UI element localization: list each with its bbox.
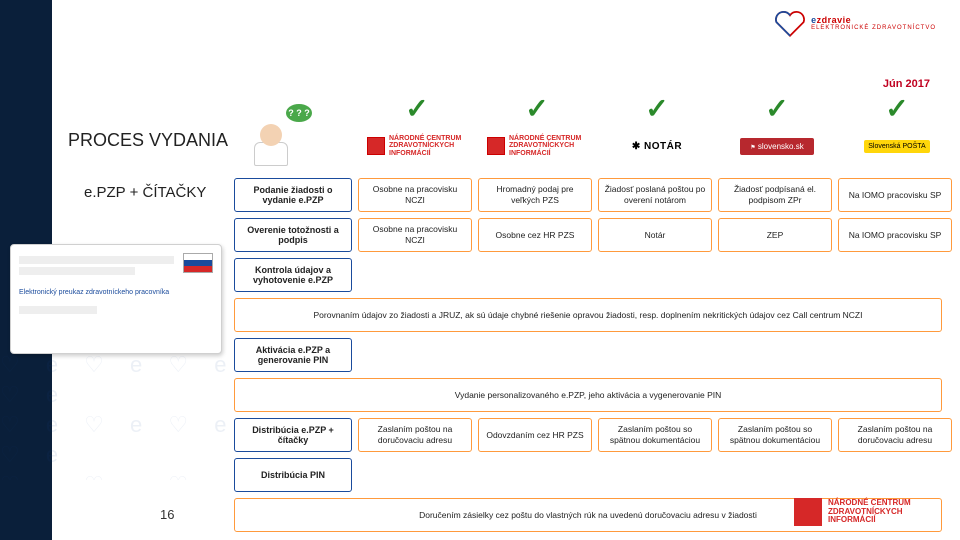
table-cell: Žiadosť podpísaná el. podpisom ZPr <box>718 178 832 212</box>
check-icon: ✓ <box>840 92 954 125</box>
row-label: Podanie žiadosti o vydanie e.PZP <box>234 178 352 212</box>
doctor-illustration: ? ? ? <box>246 108 306 168</box>
question-bubble: ? ? ? <box>286 104 312 122</box>
flag-icon <box>367 137 385 155</box>
table-cell: Na IOMO pracovisku SP <box>838 178 952 212</box>
flag-icon <box>487 137 505 155</box>
row-label: Overenie totožnosti a podpis <box>234 218 352 252</box>
row-label: Distribúcia PIN <box>234 458 352 492</box>
date-label: Jún 2017 <box>883 78 930 90</box>
table-row: Aktivácia e.PZP a generovanie PIN Vydani… <box>234 338 942 412</box>
footer-org-name: NÁRODNÉ CENTRUM ZDRAVOTNÍCKYCH INFORMÁCI… <box>828 499 938 525</box>
org-notar: ✱ NOTÁR <box>600 131 714 161</box>
table-cell: ZEP <box>718 218 832 252</box>
columns-header: ✓ ✓ ✓ ✓ ✓ NÁRODNÉ CENTRUM ZDRAVOTNÍCKYCH… <box>360 92 954 161</box>
footer-org-logo: NÁRODNÉ CENTRUM ZDRAVOTNÍCKYCH INFORMÁCI… <box>794 498 938 526</box>
org-nczi: NÁRODNÉ CENTRUM ZDRAVOTNÍCKYCH INFORMÁCI… <box>360 131 474 161</box>
table-row: Overenie totožnosti a podpis Osobne na p… <box>234 218 942 252</box>
table-cell: Notár <box>598 218 712 252</box>
table-row: Podanie žiadosti o vydanie e.PZP Osobne … <box>234 178 942 212</box>
check-icon: ✓ <box>600 92 714 125</box>
page-subtitle: e.PZP + ČÍTAČKY <box>84 184 206 201</box>
flag-icon <box>183 253 213 273</box>
table-row: Kontrola údajov a vyhotovenie e.PZP Poro… <box>234 258 942 332</box>
card-illustration: Elektronický preukaz zdravotníckeho prac… <box>10 244 222 354</box>
row-label: Kontrola údajov a vyhotovenie e.PZP <box>234 258 352 292</box>
process-table: Podanie žiadosti o vydanie e.PZP Osobne … <box>234 178 942 538</box>
table-cell-merged: Porovnaním údajov zo žiadosti a JRUZ, ak… <box>234 298 942 332</box>
table-cell: Zaslaním poštou so spätnou dokumentáciou <box>598 418 712 452</box>
table-cell: Hromadný podaj pre veľkých PZS <box>478 178 592 212</box>
table-cell: Zaslaním poštou so spätnou dokumentáciou <box>718 418 832 452</box>
page-number: 16 <box>160 507 174 522</box>
table-cell: Zaslaním poštou na doručovaciu adresu <box>838 418 952 452</box>
check-icon: ✓ <box>360 92 474 125</box>
row-label: Aktivácia e.PZP a generovanie PIN <box>234 338 352 372</box>
brand-tagline: ELEKTRONICKÉ ZDRAVOTNÍCTVO <box>811 25 936 31</box>
table-cell: Osobne na pracovisku NCZI <box>358 218 472 252</box>
table-cell: Osobne na pracovisku NCZI <box>358 178 472 212</box>
org-nczi: NÁRODNÉ CENTRUM ZDRAVOTNÍCKYCH INFORMÁCI… <box>480 131 594 161</box>
table-cell: Zaslaním poštou na doručovaciu adresu <box>358 418 472 452</box>
table-cell-merged: Vydanie personalizovaného e.PZP, jeho ak… <box>234 378 942 412</box>
check-icon: ✓ <box>480 92 594 125</box>
page-title: PROCES VYDANIA <box>68 130 228 151</box>
row-label: Distribúcia e.PZP + čítačky <box>234 418 352 452</box>
table-cell: Osobne cez HR PZS <box>478 218 592 252</box>
table-row: Distribúcia e.PZP + čítačky Zaslaním poš… <box>234 418 942 452</box>
table-cell: Na IOMO pracovisku SP <box>838 218 952 252</box>
brand-logo: eezdraviezdravie ELEKTRONICKÉ ZDRAVOTNÍC… <box>773 8 936 38</box>
check-icon: ✓ <box>720 92 834 125</box>
table-cell: Žiadosť poslaná poštou po overení notáro… <box>598 178 712 212</box>
org-posta: Slovenská POŠTA <box>840 131 954 161</box>
brand-name: eezdraviezdravie <box>811 16 936 25</box>
heart-icon <box>773 8 807 38</box>
table-cell: Odovzdaním cez HR PZS <box>478 418 592 452</box>
org-slovensko: ⚑ slovensko.sk <box>720 131 834 161</box>
flag-icon <box>794 498 822 526</box>
